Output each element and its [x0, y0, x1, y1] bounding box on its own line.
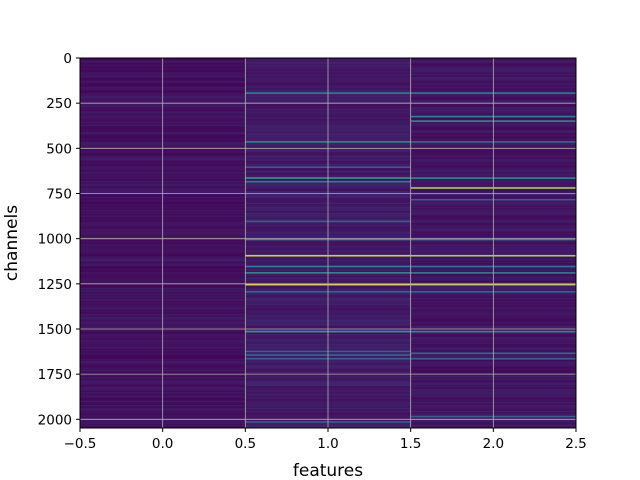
x-tick-label: 1.0 — [317, 436, 338, 452]
y-axis-ticks: 0 250 500 750 1000 1250 1500 1750 2000 — [38, 51, 80, 428]
x-tick-label: 1.5 — [400, 436, 421, 452]
x-tick-label: 2.5 — [565, 436, 586, 452]
x-tick-label: −0.5 — [64, 436, 97, 452]
y-tick-label: 750 — [46, 186, 72, 202]
y-tick-label: 250 — [46, 96, 72, 112]
y-tick-label: 0 — [63, 51, 72, 67]
y-tick-label: 1750 — [38, 367, 72, 383]
x-axis-ticks: −0.5 0.0 0.5 1.0 1.5 2.0 2.5 — [64, 428, 587, 452]
x-tick-label: 0.0 — [152, 436, 173, 452]
y-tick-label: 1500 — [38, 322, 72, 338]
y-tick-label: 2000 — [38, 412, 72, 428]
y-tick-label: 500 — [46, 141, 72, 157]
x-tick-label: 0.5 — [235, 436, 256, 452]
y-tick-label: 1000 — [38, 232, 72, 248]
y-tick-label: 1250 — [38, 277, 72, 293]
y-axis-label: channels — [2, 205, 22, 281]
x-tick-label: 2.0 — [483, 436, 504, 452]
x-axis-label: features — [293, 461, 363, 480]
